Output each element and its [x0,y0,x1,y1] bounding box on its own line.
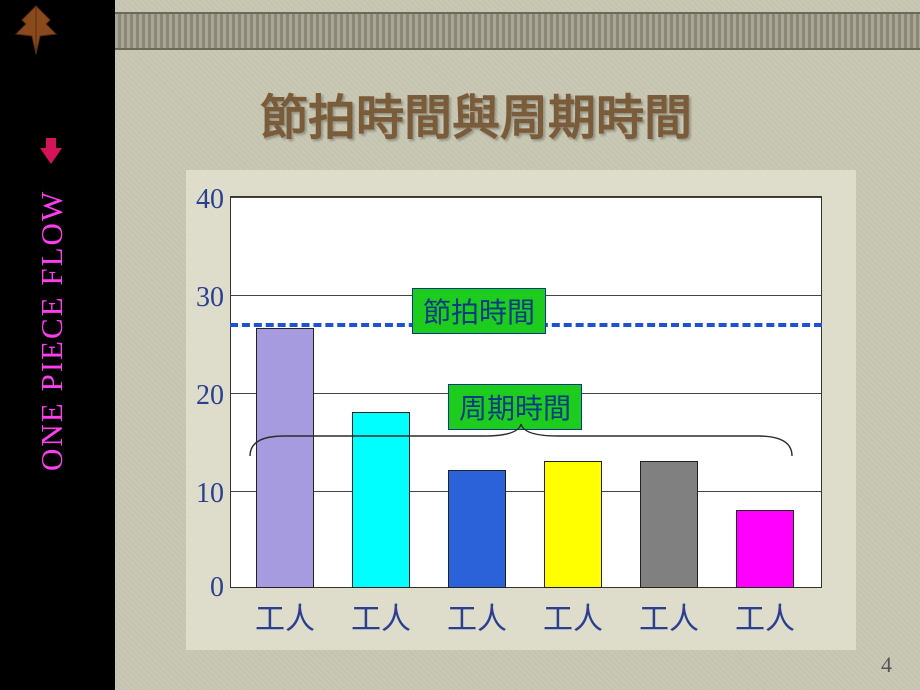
slide: ONE PIECE FLOW 節拍時間與周期時間 40 30 20 10 0 工… [0,0,920,690]
ytick-30: 30 [164,282,224,314]
ytick-40: 40 [164,184,224,216]
ytick-0: 0 [164,572,224,604]
xlabel-6: 工人 [730,594,800,638]
ytick-20: 20 [164,380,224,412]
slide-title: 節拍時間與周期時間 [260,78,692,148]
cycle-time-brace [244,422,798,462]
bar-5 [640,461,698,588]
leaf-icon [6,2,66,62]
arrow-down-icon [40,148,62,164]
takt-time-label: 節拍時間 [412,288,546,334]
xlabel-3: 工人 [442,594,512,638]
page-number: 4 [881,652,892,678]
xlabel-5: 工人 [634,594,704,638]
bar-6 [736,510,794,588]
sidebar-text: ONE PIECE FLOW [34,190,70,590]
xlabel-2: 工人 [346,594,416,638]
bar-3 [448,470,506,588]
ytick-10: 10 [164,478,224,510]
top-border-strip [115,12,920,50]
xlabel-4: 工人 [538,594,608,638]
xlabel-1: 工人 [250,594,320,638]
bar-4 [544,461,602,588]
sidebar: ONE PIECE FLOW [0,0,115,690]
